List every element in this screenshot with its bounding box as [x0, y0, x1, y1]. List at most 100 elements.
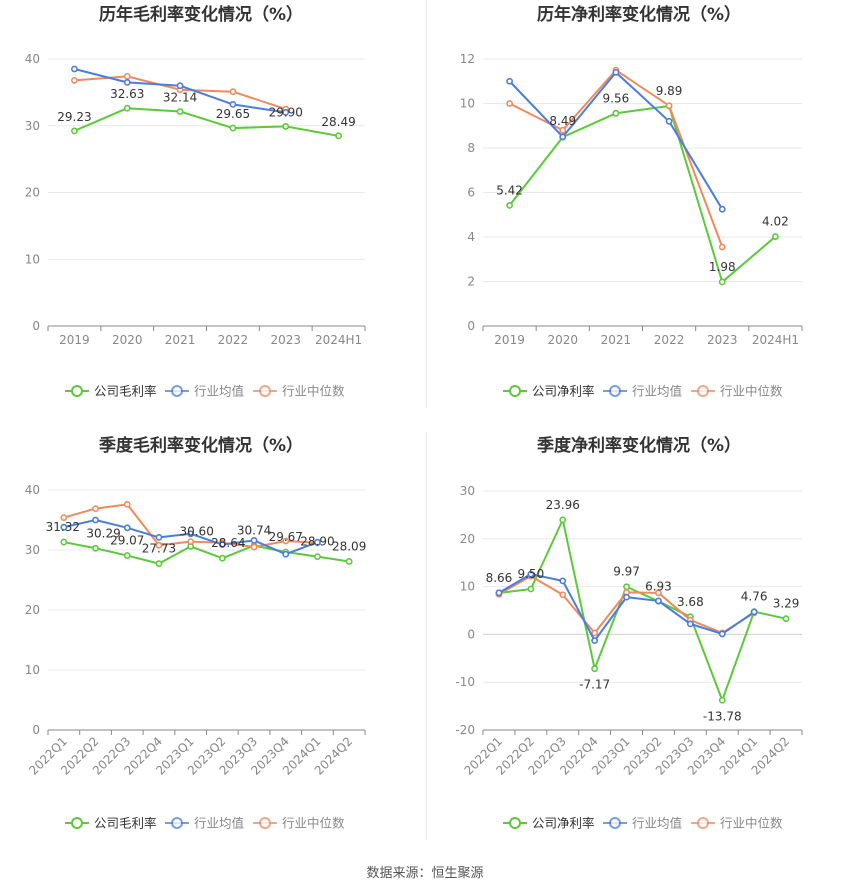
legend-item-company[interactable]: 公司毛利率: [65, 384, 157, 399]
legend-item-company[interactable]: 公司净利率: [503, 384, 595, 399]
data-label: 30.29: [86, 526, 120, 540]
legend-swatch-marker: [171, 817, 183, 829]
legend-label: 公司毛利率: [94, 384, 157, 399]
legend-item-median[interactable]: 行业中位数: [253, 816, 345, 831]
legend-item-avg[interactable]: 行业均值: [603, 816, 682, 831]
data-point-company: [612, 109, 620, 117]
data-label: 29.07: [110, 534, 144, 548]
y-tick-label: 4: [467, 230, 475, 244]
data-point-avg: [123, 78, 131, 86]
x-tick-label: 2023: [270, 333, 301, 347]
data-label: 29.90: [269, 105, 303, 119]
data-point-avg: [527, 570, 535, 578]
data-point-median: [187, 538, 195, 545]
data-label: 32.14: [163, 90, 197, 104]
data-point-company: [123, 552, 131, 559]
legend-swatch-marker: [609, 385, 621, 397]
legend-label: 行业中位数: [720, 384, 783, 399]
chart-4: 季度净利率变化情况（%）-20-1001020302022Q12022Q2202…: [455, 435, 803, 831]
chart-1: 历年毛利率变化情况（%） 0 10 20 30 40 2019 2020 2021 2022 202…: [25, 4, 366, 399]
x-tick-label: 2024H1: [752, 333, 799, 347]
data-point-median: [282, 537, 290, 545]
data-label: 29.67: [269, 530, 303, 544]
data-label: 23.96: [546, 498, 580, 512]
legend-item-avg[interactable]: 行业均值: [165, 384, 244, 399]
data-label: 27.73: [142, 542, 176, 556]
data-point-avg: [591, 637, 599, 645]
y-tick-label: 10: [25, 252, 40, 266]
y-tick-label: -20: [455, 723, 475, 737]
data-point-avg: [686, 620, 694, 628]
x-tick-label: 2024H1: [315, 333, 362, 347]
data-point-company: [218, 554, 226, 562]
data-point-avg: [559, 577, 567, 585]
data-point-company: [229, 124, 237, 132]
legend-swatch-marker: [509, 385, 521, 397]
legend-swatch-marker: [259, 385, 271, 397]
data-point-avg: [495, 589, 503, 597]
data-point-median: [591, 629, 599, 637]
y-tick-label: 0: [32, 723, 40, 737]
data-label: 9.56: [603, 91, 630, 105]
x-tick-label: 2021: [601, 333, 632, 347]
data-label: 6.93: [645, 579, 672, 593]
data-label: 3.68: [677, 595, 704, 609]
data-point-company: [314, 553, 321, 560]
chart-3: 季度毛利率变化情况（%）0102030402022Q12022Q22022Q32…: [25, 435, 367, 831]
data-label: 8.49: [549, 114, 576, 128]
data-point-avg: [623, 593, 630, 601]
data-point-avg: [314, 538, 321, 546]
legend-item-avg[interactable]: 行业均值: [165, 816, 244, 831]
divider-bottom: [426, 432, 427, 840]
y-tick-label: -10: [455, 675, 475, 689]
y-tick-label: 10: [460, 97, 475, 111]
divider-top: [426, 0, 427, 408]
data-point-avg: [71, 65, 78, 73]
data-point-company: [718, 696, 726, 704]
data-point-avg: [92, 516, 99, 524]
data-point-median: [655, 589, 662, 597]
x-tick-label: 2023: [707, 333, 738, 347]
x-tick-label: 2020: [547, 333, 578, 347]
chart-title: 历年毛利率变化情况（%）: [99, 4, 303, 25]
data-label: 3.29: [773, 597, 800, 611]
data-point-company: [782, 615, 790, 623]
legend-label: 行业中位数: [282, 816, 345, 831]
data-label: 5.42: [496, 183, 523, 197]
data-point-median: [718, 243, 726, 251]
legend-item-median[interactable]: 行业中位数: [691, 384, 783, 399]
legend-swatch-marker: [697, 817, 709, 829]
data-point-avg: [176, 82, 184, 90]
data-point-median: [665, 102, 673, 110]
data-point-avg: [123, 524, 131, 532]
legend-swatch-marker: [697, 385, 709, 397]
data-point-median: [559, 126, 567, 134]
data-label: 29.65: [216, 107, 250, 121]
data-label: -7.17: [579, 678, 610, 692]
legend-label: 行业均值: [194, 816, 244, 831]
data-point-avg: [218, 541, 226, 548]
data-source: 数据来源：恒生聚源: [366, 866, 484, 881]
y-tick-label: 40: [25, 52, 40, 66]
data-point-company: [718, 278, 726, 286]
data-point-median: [559, 591, 567, 599]
y-tick-label: 0: [467, 627, 475, 641]
chart-title: 季度净利率变化情况（%）: [537, 435, 741, 456]
x-tick-label: 2022: [218, 333, 249, 347]
y-tick-label: 20: [25, 603, 40, 617]
legend-swatch-marker: [609, 817, 621, 829]
legend-item-company[interactable]: 公司净利率: [503, 816, 595, 831]
y-tick-label: 30: [25, 543, 40, 557]
data-label: 31.32: [46, 520, 80, 534]
legend-item-company[interactable]: 公司毛利率: [65, 816, 157, 831]
legend-item-median[interactable]: 行业中位数: [691, 816, 783, 831]
data-label: 9.97: [613, 565, 640, 579]
legend-item-median[interactable]: 行业中位数: [253, 384, 345, 399]
legend-item-avg[interactable]: 行业均值: [603, 384, 682, 399]
data-point-company: [345, 558, 353, 565]
legend-label: 行业均值: [194, 384, 244, 399]
data-label: 4.76: [741, 590, 768, 604]
data-point-avg: [60, 523, 68, 531]
data-label: 4.02: [762, 215, 789, 229]
